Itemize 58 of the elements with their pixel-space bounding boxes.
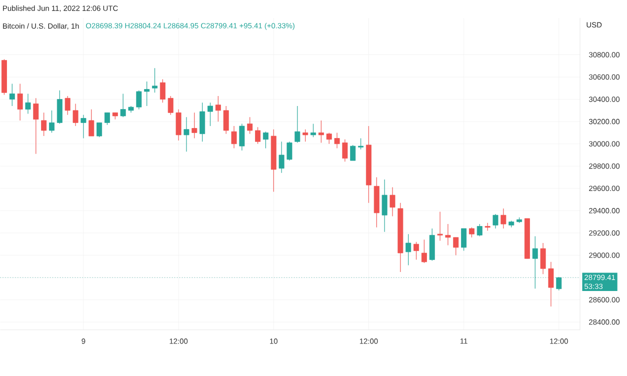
candlestick [421, 239, 427, 264]
candlestick [390, 187, 396, 217]
candlestick [326, 132, 332, 144]
candlestick [17, 83, 23, 121]
candlestick [33, 98, 39, 154]
candlestick [176, 109, 182, 141]
candlestick [445, 224, 451, 246]
candlestick [342, 139, 348, 162]
candlestick [437, 212, 443, 242]
candlestick [310, 124, 316, 138]
candlestick [294, 106, 300, 144]
candlestick [88, 109, 94, 136]
candlestick [461, 228, 467, 252]
candlestick [350, 144, 356, 161]
candlestick [540, 242, 546, 275]
candlestick [96, 122, 102, 138]
candlestick [223, 106, 229, 134]
candlestick [247, 116, 253, 134]
candlestick [64, 96, 70, 116]
candlestick [358, 138, 364, 150]
candlestick [382, 179, 388, 232]
candlestick [453, 237, 459, 256]
candlestick [406, 234, 412, 266]
candlestick [255, 126, 261, 144]
candlestick [72, 104, 78, 126]
candlestick [120, 94, 126, 118]
candlestick [414, 242, 419, 260]
candlestick [80, 114, 86, 139]
candlestick [56, 90, 62, 124]
candlestick [192, 112, 198, 139]
candlestick [208, 102, 213, 126]
candlestick [500, 208, 506, 229]
candlestick [278, 141, 284, 174]
candlestick [160, 79, 166, 104]
candlestick [184, 116, 190, 152]
candlestick [286, 141, 292, 161]
candlestick [152, 68, 158, 93]
candlestick [215, 96, 221, 122]
candlestick [548, 262, 554, 307]
candlestick [144, 81, 150, 106]
candlestick [200, 102, 206, 142]
candlestick [104, 112, 110, 126]
candlestick [476, 224, 482, 237]
candlestick [492, 214, 498, 229]
candlestick [49, 110, 54, 134]
candlestick [168, 96, 174, 116]
candlestick [136, 90, 142, 110]
candlestick [468, 227, 474, 238]
candlestick [231, 126, 237, 149]
candlestick [239, 124, 245, 151]
candlestick [334, 132, 340, 149]
candlestick [532, 236, 538, 290]
candlestick [41, 112, 47, 136]
candlestick [9, 83, 15, 106]
candlestick [302, 129, 308, 142]
candlestick [262, 131, 268, 149]
candlestick [318, 120, 324, 144]
candlestick [25, 94, 31, 114]
